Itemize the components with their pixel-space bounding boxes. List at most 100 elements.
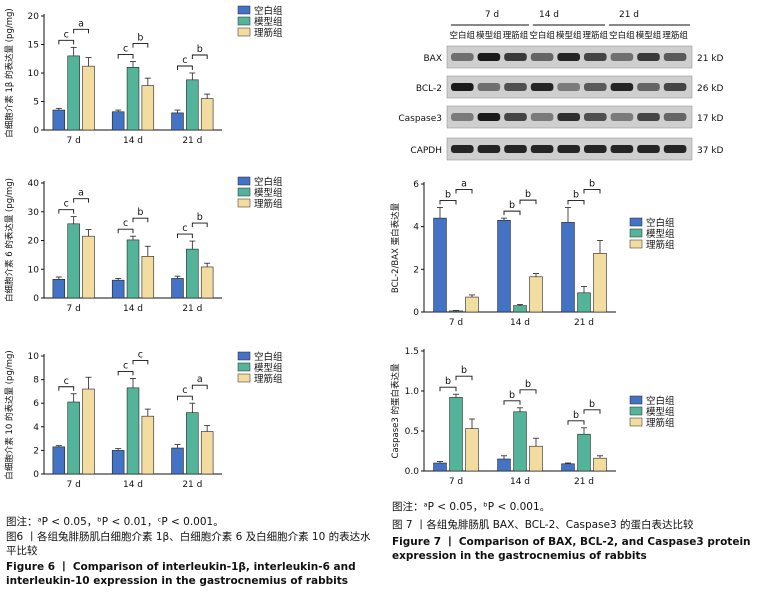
il6-bar-treat — [200, 266, 214, 299]
wb-band — [663, 53, 687, 61]
casp3-sig-bracket — [567, 420, 585, 425]
il10-bar-treat — [82, 388, 95, 475]
wb-protein-label: Caspase3 — [398, 114, 442, 124]
casp3-sig-label: b — [445, 376, 451, 387]
casp3-bar-blank — [561, 463, 575, 472]
casp3-sig-label: b — [573, 410, 579, 421]
il6-sig-label: c — [64, 199, 69, 210]
il1b-x-tick-label: 21 d — [182, 136, 202, 146]
wb-band — [584, 83, 607, 91]
casp3-y-tick-label: 0.5 — [405, 427, 419, 437]
il6-legend-swatch — [237, 187, 251, 197]
il1b-legend-swatch — [237, 27, 251, 37]
wb-lane-label: 理筋组 — [583, 30, 609, 41]
wb-timepoint-label: 21 d — [619, 10, 639, 20]
il10-bar-blank — [171, 447, 184, 475]
ratio-sig-bracket — [439, 200, 457, 205]
casp3-bar-treat — [593, 457, 607, 472]
ratio-sig-bracket — [567, 200, 585, 205]
il10-sig-bracket — [117, 370, 134, 376]
il1b-sig-label: a — [78, 18, 84, 29]
casp3-sig-bracket — [455, 375, 473, 381]
wb-band — [637, 145, 660, 153]
il1b-x-tick-label: 14 d — [123, 136, 143, 146]
wb-band — [451, 83, 474, 91]
il6-bar-model — [186, 248, 199, 299]
ratio-bar-treat — [529, 276, 543, 313]
wb-kd-label: 21 kD — [697, 54, 724, 64]
ratio-y-tick-label: 6 — [413, 180, 419, 190]
ratio-bar-blank — [561, 222, 575, 313]
il1b-bar-blank — [52, 109, 66, 131]
il1b-sig-label: c — [64, 29, 69, 40]
il10-legend-swatch — [237, 351, 251, 361]
casp3-bar-treat — [465, 428, 479, 472]
ratio-sig-bracket — [583, 189, 601, 194]
fig6-note: 图注：ᵃP < 0.05，ᵇP < 0.01，ᶜP < 0.001。 — [6, 516, 224, 528]
il10-x-tick-label: 21 d — [182, 480, 202, 490]
il10-sig-bracket — [58, 386, 75, 391]
wb-band — [530, 53, 554, 61]
il6-y-axis-label: 白细胞介素 6 的表达量 (pg/mg) — [4, 178, 15, 302]
il6-sig-bracket — [177, 233, 193, 239]
il6-sig-bracket — [73, 198, 89, 203]
il6-legend-swatch — [237, 198, 251, 208]
wb-band — [477, 83, 501, 91]
il1b-legend-swatch — [237, 16, 251, 26]
wb-band — [610, 113, 634, 121]
ratio-x-tick-label: 21 d — [574, 318, 594, 328]
il10-y-tick-label: 4 — [33, 423, 39, 433]
wb-band — [504, 83, 527, 91]
il10-legend-swatch — [237, 362, 251, 372]
fig6-caption-en: Figure 6 丨 Comparison of interleukin-1β,… — [6, 561, 356, 588]
casp3-sig-bracket — [439, 386, 457, 392]
casp3-bar-model — [513, 411, 527, 472]
casp3-sig-bracket — [503, 400, 521, 405]
ratio-bar-treat — [465, 296, 479, 313]
il1b-sig-bracket — [117, 54, 134, 59]
il6-bar-treat — [141, 256, 155, 299]
il1b-sig-label: b — [137, 33, 143, 44]
wb-band — [477, 145, 501, 153]
il10-x-tick-label: 14 d — [123, 480, 143, 490]
il1b-bar-blank — [111, 111, 125, 131]
ratio-sig-bracket — [455, 189, 473, 194]
casp3-y-tick-label: 1.5 — [405, 347, 419, 357]
casp3-legend-label: 模型组 — [646, 406, 675, 418]
casp3-legend-label: 理筋组 — [646, 417, 675, 429]
ratio-legend-label: 模型组 — [646, 228, 675, 240]
casp3-bar-model — [449, 397, 463, 472]
il6-y-tick-label: 30 — [28, 208, 40, 218]
il6-y-tick-label: 40 — [28, 179, 40, 189]
casp3-legend-swatch — [629, 406, 643, 416]
wb-band — [610, 145, 634, 153]
wb-kd-label: 37 kD — [697, 146, 724, 156]
ratio-sig-bracket — [503, 210, 521, 216]
il10-y-tick-label: 0 — [33, 470, 39, 480]
il1b-bar-blank — [171, 112, 184, 131]
il6-y-tick-label: 20 — [28, 237, 40, 247]
il1b-x-tick-label: 7 d — [67, 136, 81, 146]
wb-kd-label: 17 kD — [697, 114, 724, 124]
wb-band — [451, 145, 474, 153]
casp3-sig-label: b — [589, 399, 595, 410]
wb-band — [477, 113, 501, 121]
il10-bar-model — [67, 401, 80, 475]
il6-sig-bracket — [117, 228, 134, 234]
casp3-sig-label: b — [509, 390, 515, 401]
ratio-legend-label: 理筋组 — [646, 239, 675, 251]
wb-band — [663, 145, 687, 153]
wb-band — [584, 113, 607, 121]
il6-sig-label: c — [182, 223, 187, 234]
il1b-y-tick-label: 10 — [28, 69, 40, 79]
wb-band — [530, 113, 554, 121]
il6-x-tick-label: 7 d — [67, 304, 81, 314]
il6-x-tick-label: 14 d — [123, 304, 143, 314]
il6-bar-blank — [111, 279, 125, 299]
il1b-y-tick-label: 20 — [28, 12, 40, 22]
wb-band — [557, 113, 580, 121]
il1b-bar-model — [126, 67, 140, 131]
il6-bar-blank — [52, 279, 66, 299]
ratio-bar-treat — [593, 253, 607, 313]
